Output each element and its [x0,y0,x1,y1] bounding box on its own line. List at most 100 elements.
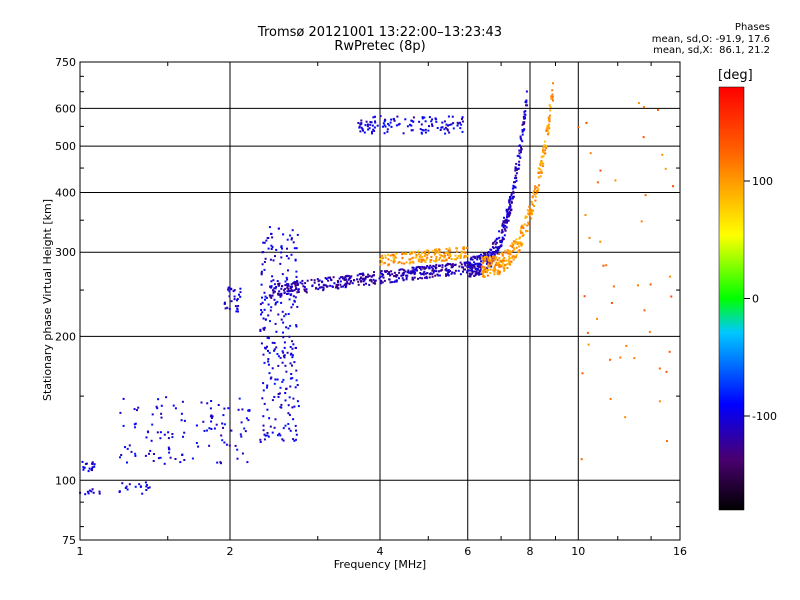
echo-point [506,215,508,218]
echo-point [223,407,226,410]
echo-point [281,310,284,313]
echo-point [535,190,538,192]
echo-point [291,347,294,350]
echo-point [270,286,273,289]
echo-point [210,400,213,402]
echo-point [134,426,136,429]
echo-point [280,245,283,248]
echo-point [292,343,295,346]
echo-point [514,256,517,259]
echo-point [202,420,205,423]
echo-point [163,462,166,465]
echo-point [372,274,375,277]
echo-point [311,284,314,287]
echo-point [661,153,664,156]
echo-point [234,444,237,447]
echo-point [470,263,473,266]
echo-point [272,279,275,282]
echo-point [503,268,506,271]
echo-point [547,123,550,126]
echo-point [380,282,383,285]
echo-point [431,269,434,272]
echo-point [619,356,622,359]
echo-point [291,229,294,232]
echo-point [503,270,506,273]
echo-point [274,303,277,306]
echo-point [291,406,294,409]
echo-point [459,127,462,130]
echo-point [84,463,87,465]
echo-point [278,293,281,296]
echo-point [373,129,376,132]
echo-point [269,425,272,428]
echo-point [642,136,645,139]
echo-point [493,251,496,253]
echo-point [134,454,137,457]
echo-point [239,433,242,436]
echo-point [179,461,182,464]
echo-point [285,387,288,390]
echo-point [195,424,198,427]
echo-point [293,361,296,364]
echo-point [390,259,393,262]
echo-point [98,492,101,495]
echo-point [539,168,542,171]
echo-point [259,303,262,306]
echo-point [419,266,422,269]
echo-point [403,271,405,274]
echo-point [167,446,170,449]
echo-point [527,209,530,212]
echo-point [441,264,444,267]
echo-point [287,292,290,295]
echo-point [282,321,285,324]
echo-point [450,263,453,266]
echo-point [239,287,242,290]
echo-point [259,330,262,332]
echo-point [145,485,148,488]
echo-point [405,278,408,281]
echo-point [230,429,233,432]
echo-point [373,126,376,129]
echo-point [414,271,417,274]
echo-point [148,452,150,455]
echo-point [447,249,450,252]
echo-point [293,405,296,408]
echo-point [664,167,667,170]
echo-point [499,264,502,267]
echo-point [360,122,363,124]
echo-point [384,125,387,128]
echo-point [497,269,500,272]
echo-point [269,258,272,261]
echo-point [512,191,515,194]
echo-point [473,275,476,277]
echo-point [500,252,503,254]
echo-point [552,82,554,85]
echo-point [280,292,283,295]
echo-point [372,278,375,281]
echo-point [234,305,237,308]
echo-point [290,283,293,286]
echo-point [398,269,401,272]
echo-point [507,251,510,254]
echo-point [293,439,296,442]
echo-point [168,451,171,454]
echo-point [419,254,422,257]
echo-point [263,402,266,405]
echo-point [460,263,463,266]
echo-point [331,285,334,288]
echo-point [347,278,350,281]
echo-point [521,231,524,234]
echo-point [500,245,503,248]
echo-point [339,276,342,279]
echo-point [267,303,270,306]
echo-point [500,260,503,263]
echo-point [518,152,521,155]
echo-point [432,270,435,273]
echo-point [514,167,517,170]
echo-point [520,244,523,247]
echo-point [411,269,414,272]
echo-point [468,264,470,267]
echo-point [294,283,297,286]
echo-point [509,196,511,198]
echo-point [515,162,518,165]
